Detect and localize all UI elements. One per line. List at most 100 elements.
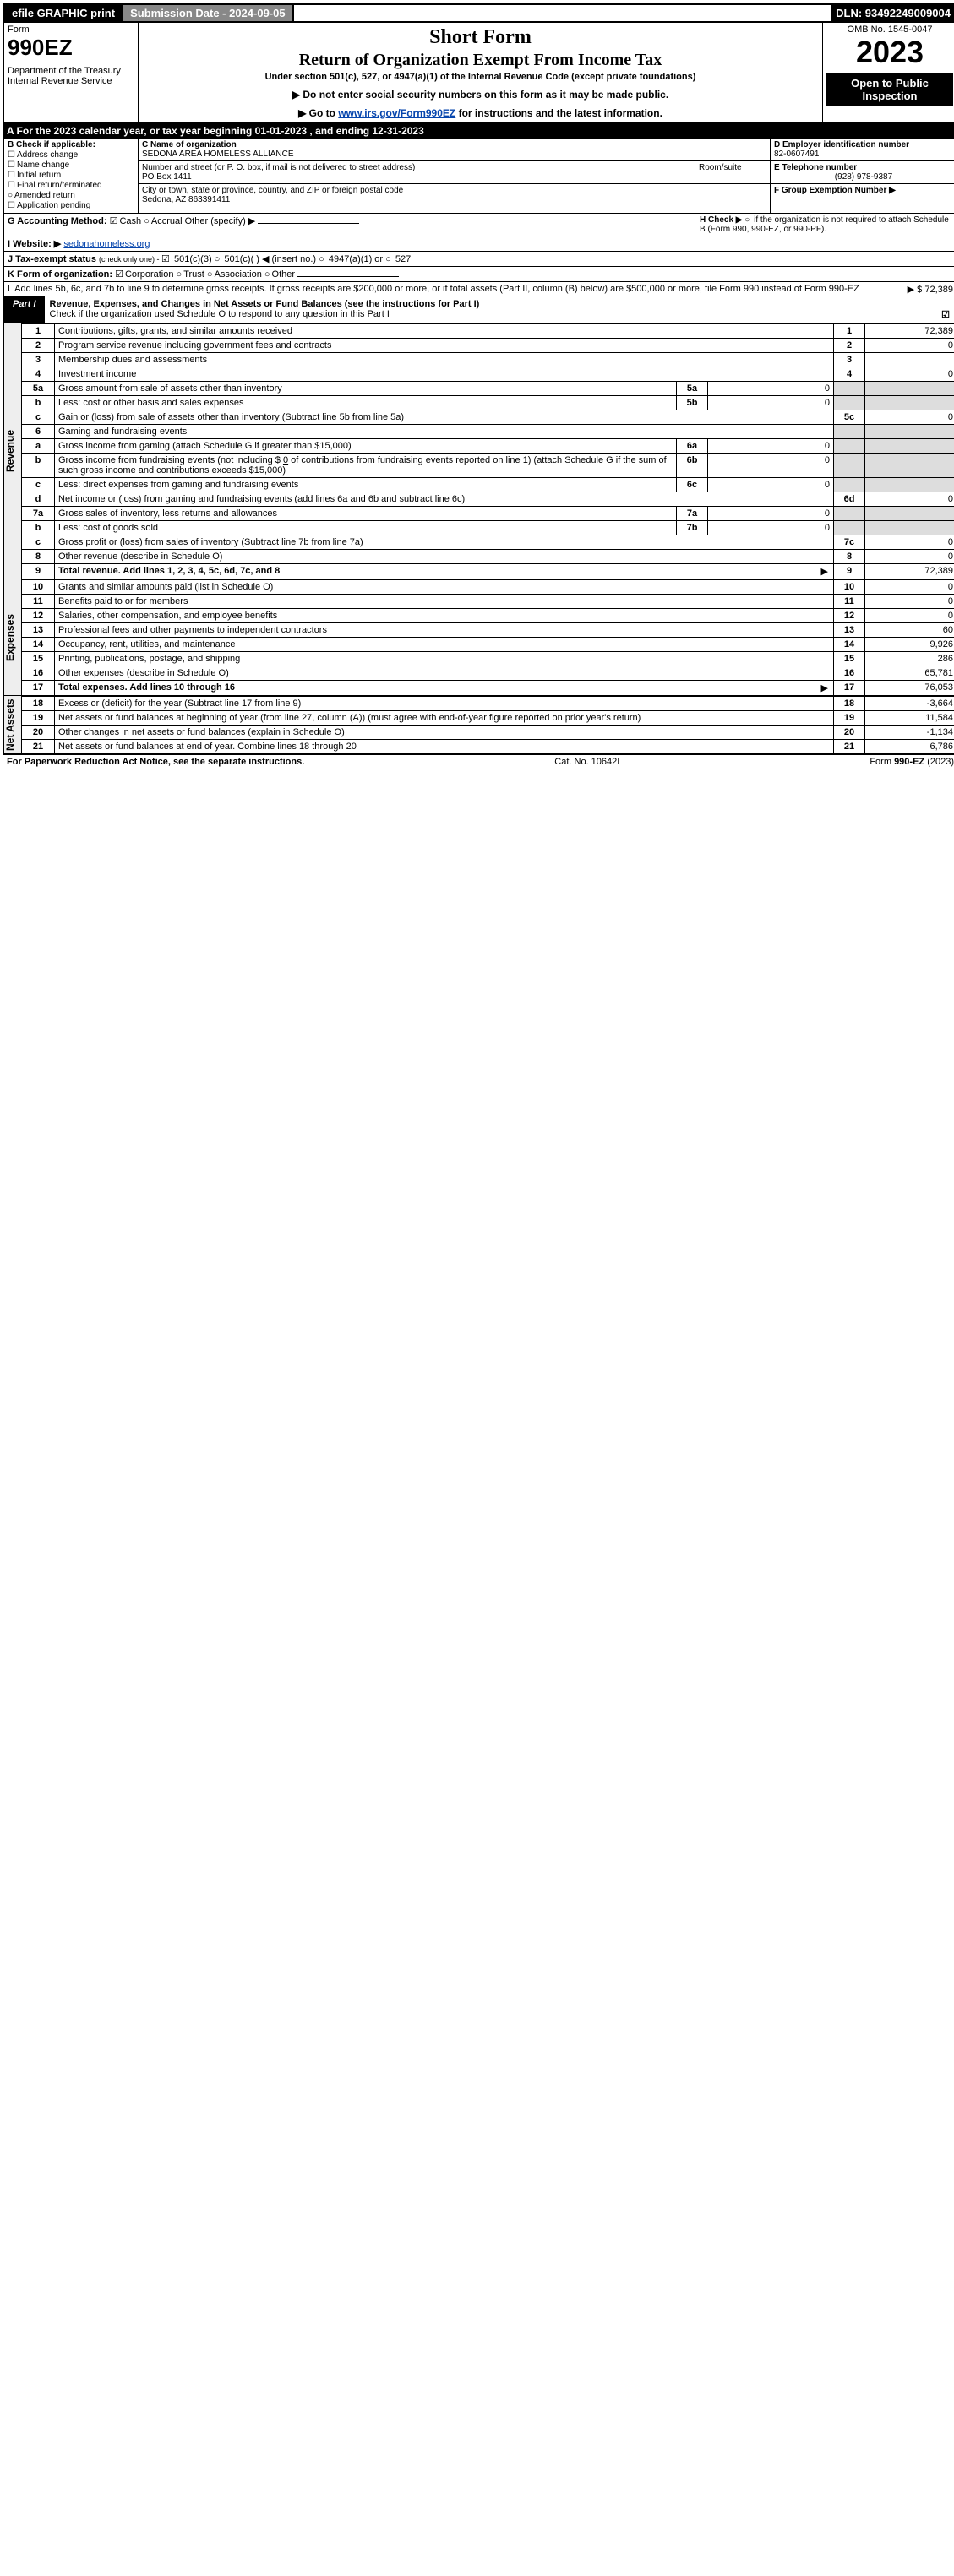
checkbox-h[interactable] [744,215,751,225]
radio-527[interactable]: 527 [385,254,411,264]
row-gh: G Accounting Method: Cash Accrual Other … [3,214,954,236]
street-label: Number and street (or P. O. box, if mail… [142,163,695,172]
submission-date: Submission Date - 2024-09-05 [123,5,294,21]
line-2-value: 0 [865,339,954,353]
line-8-value: 0 [865,550,954,564]
line-6d-value: 0 [865,492,954,507]
department: Department of the Treasury Internal Reve… [8,66,134,86]
line-17-value: 76,053 [865,681,954,696]
expenses-table: 10 Grants and similar amounts paid (list… [21,579,954,696]
line-18: 18 Excess or (deficit) for the year (Sub… [22,697,954,711]
line-6b: b Gross income from fundraising events (… [22,454,954,478]
side-label-netassets-col: Net Assets [3,696,21,754]
checkbox-initial-return[interactable]: Initial return [8,171,134,180]
line-20: 20 Other changes in net assets or fund b… [22,726,954,740]
side-label-expenses: Expenses [4,579,21,695]
form-label: Form [8,24,134,35]
line-14-value: 9,926 [865,638,954,652]
line-4: 4 Investment income 4 0 [22,367,954,382]
other-specify: Other (specify) ▶ [185,216,256,226]
line-2: 2 Program service revenue including gove… [22,339,954,353]
checkbox-schedule-o[interactable] [941,309,951,320]
row-g: G Accounting Method: Cash Accrual Other … [8,215,700,234]
expenses-section: Expenses 10 Grants and similar amounts p… [3,579,954,696]
gross-receipts: ▶ $ 72,389 [908,284,953,295]
line-10-value: 0 [865,580,954,595]
row-k: K Form of organization: Corporation Trus… [3,267,954,282]
open-to-public-box: Open to Public Inspection [826,73,953,106]
top-bar: efile GRAPHIC print Submission Date - 20… [3,3,954,23]
checkbox-name-change[interactable]: Name change [8,160,134,170]
line-6b-subvalue: 0 [708,454,834,478]
city-label: City or town, state or province, country… [142,186,766,195]
radio-accrual[interactable]: Accrual [144,216,182,226]
side-label-revenue: Revenue [4,323,21,579]
efile-print-button[interactable]: efile GRAPHIC print [5,5,123,21]
line-19-value: 11,584 [865,711,954,726]
line-21: 21 Net assets or fund balances at end of… [22,740,954,754]
form-header: Form 990EZ Department of the Treasury In… [3,23,954,123]
checkbox-amended-return[interactable]: Amended return [8,191,134,200]
e-label: E Telephone number [774,163,953,172]
line-18-value: -3,664 [865,697,954,711]
row-j: J Tax-exempt status (check only one) - 5… [3,252,954,267]
radio-other-org[interactable]: Other [264,269,295,280]
line-12-value: 0 [865,609,954,623]
website-link[interactable]: sedonahomeless.org [63,239,150,249]
checkbox-final-return[interactable]: Final return/terminated [8,181,134,190]
header-right: OMB No. 1545-0047 2023 Open to Public In… [823,23,954,122]
line-3: 3 Membership dues and assessments 3 [22,353,954,367]
dln: DLN: 93492249009004 [831,5,954,21]
line-7a: 7a Gross sales of inventory, less return… [22,507,954,521]
radio-trust[interactable]: Trust [177,269,204,280]
radio-corporation[interactable]: Corporation [115,269,173,280]
radio-cash[interactable]: Cash [110,216,142,226]
line-21-value: 6,786 [865,740,954,754]
line-7c: c Gross profit or (loss) from sales of i… [22,535,954,550]
revenue-table: 1 Contributions, gifts, grants, and simi… [21,323,954,579]
radio-association[interactable]: Association [207,269,262,280]
header-center: Short Form Return of Organization Exempt… [139,23,823,122]
checkbox-application-pending[interactable]: Application pending [8,201,134,210]
line-6c-subvalue: 0 [708,478,834,492]
line-11-value: 0 [865,595,954,609]
city-row: City or town, state or province, country… [139,184,770,206]
column-c: C Name of organization SEDONA AREA HOMEL… [139,139,771,213]
part-1-title: Revenue, Expenses, and Changes in Net As… [45,296,954,323]
irs-link[interactable]: www.irs.gov/Form990EZ [338,107,455,119]
column-b: B Check if applicable: Address change Na… [4,139,139,213]
radio-501c[interactable]: 501(c)( ) ◀ (insert no.) [215,254,319,264]
footer-right: Form 990-EZ (2023) [870,757,954,767]
instruction-ssn: ▶ Do not enter social security numbers o… [142,89,819,101]
side-label-netassets: Net Assets [4,696,21,753]
line-7c-value: 0 [865,535,954,550]
form-number: 990EZ [8,35,134,61]
ein-row: D Employer identification number 82-0607… [771,139,954,161]
line-6a-subvalue: 0 [708,439,834,454]
room-suite-label: Room/suite [695,163,766,182]
column-de: D Employer identification number 82-0607… [771,139,954,213]
street-row: Number and street (or P. O. box, if mail… [139,161,770,184]
street: PO Box 1411 [142,172,695,182]
c-name-label: C Name of organization [142,140,766,149]
line-6: 6 Gaming and fundraising events [22,425,954,439]
line-5c-value: 0 [865,410,954,425]
line-7b-subvalue: 0 [708,521,834,535]
row-i: I Website: ▶ sedonahomeless.org [3,236,954,252]
line-9: 9 Total revenue. Add lines 1, 2, 3, 4, 5… [22,564,954,579]
netassets-table: 18 Excess or (deficit) for the year (Sub… [21,696,954,754]
footer-left: For Paperwork Reduction Act Notice, see … [7,757,304,767]
row-h: H Check ▶ if the organization is not req… [700,215,953,234]
side-label-revenue-col: Revenue [3,323,21,579]
footer-center: Cat. No. 10642I [554,757,619,767]
tax-year: 2023 [826,35,953,70]
line-12: 12 Salaries, other compensation, and emp… [22,609,954,623]
org-name-row: C Name of organization SEDONA AREA HOMEL… [139,139,770,161]
radio-4947a1[interactable]: 4947(a)(1) or [319,254,385,264]
row-a-calendar-year: A For the 2023 calendar year, or tax yea… [3,123,954,139]
checkbox-address-change[interactable]: Address change [8,150,134,160]
radio-501c3[interactable]: 501(c)(3) [161,254,215,264]
subtitle: Under section 501(c), 527, or 4947(a)(1)… [142,72,819,82]
line-8: 8 Other revenue (describe in Schedule O)… [22,550,954,564]
line-5a: 5a Gross amount from sale of assets othe… [22,382,954,396]
